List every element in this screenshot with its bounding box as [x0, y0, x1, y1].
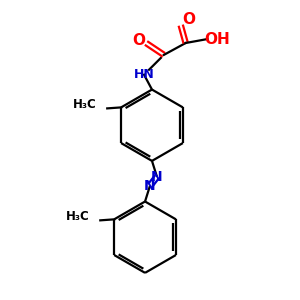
Text: N: N [151, 170, 163, 184]
Text: OH: OH [205, 32, 230, 46]
Text: O: O [133, 32, 146, 47]
Text: N: N [144, 179, 156, 193]
Text: O: O [182, 12, 195, 27]
Text: HN: HN [134, 68, 154, 81]
Text: H₃C: H₃C [66, 210, 89, 223]
Text: H₃C: H₃C [73, 98, 96, 111]
